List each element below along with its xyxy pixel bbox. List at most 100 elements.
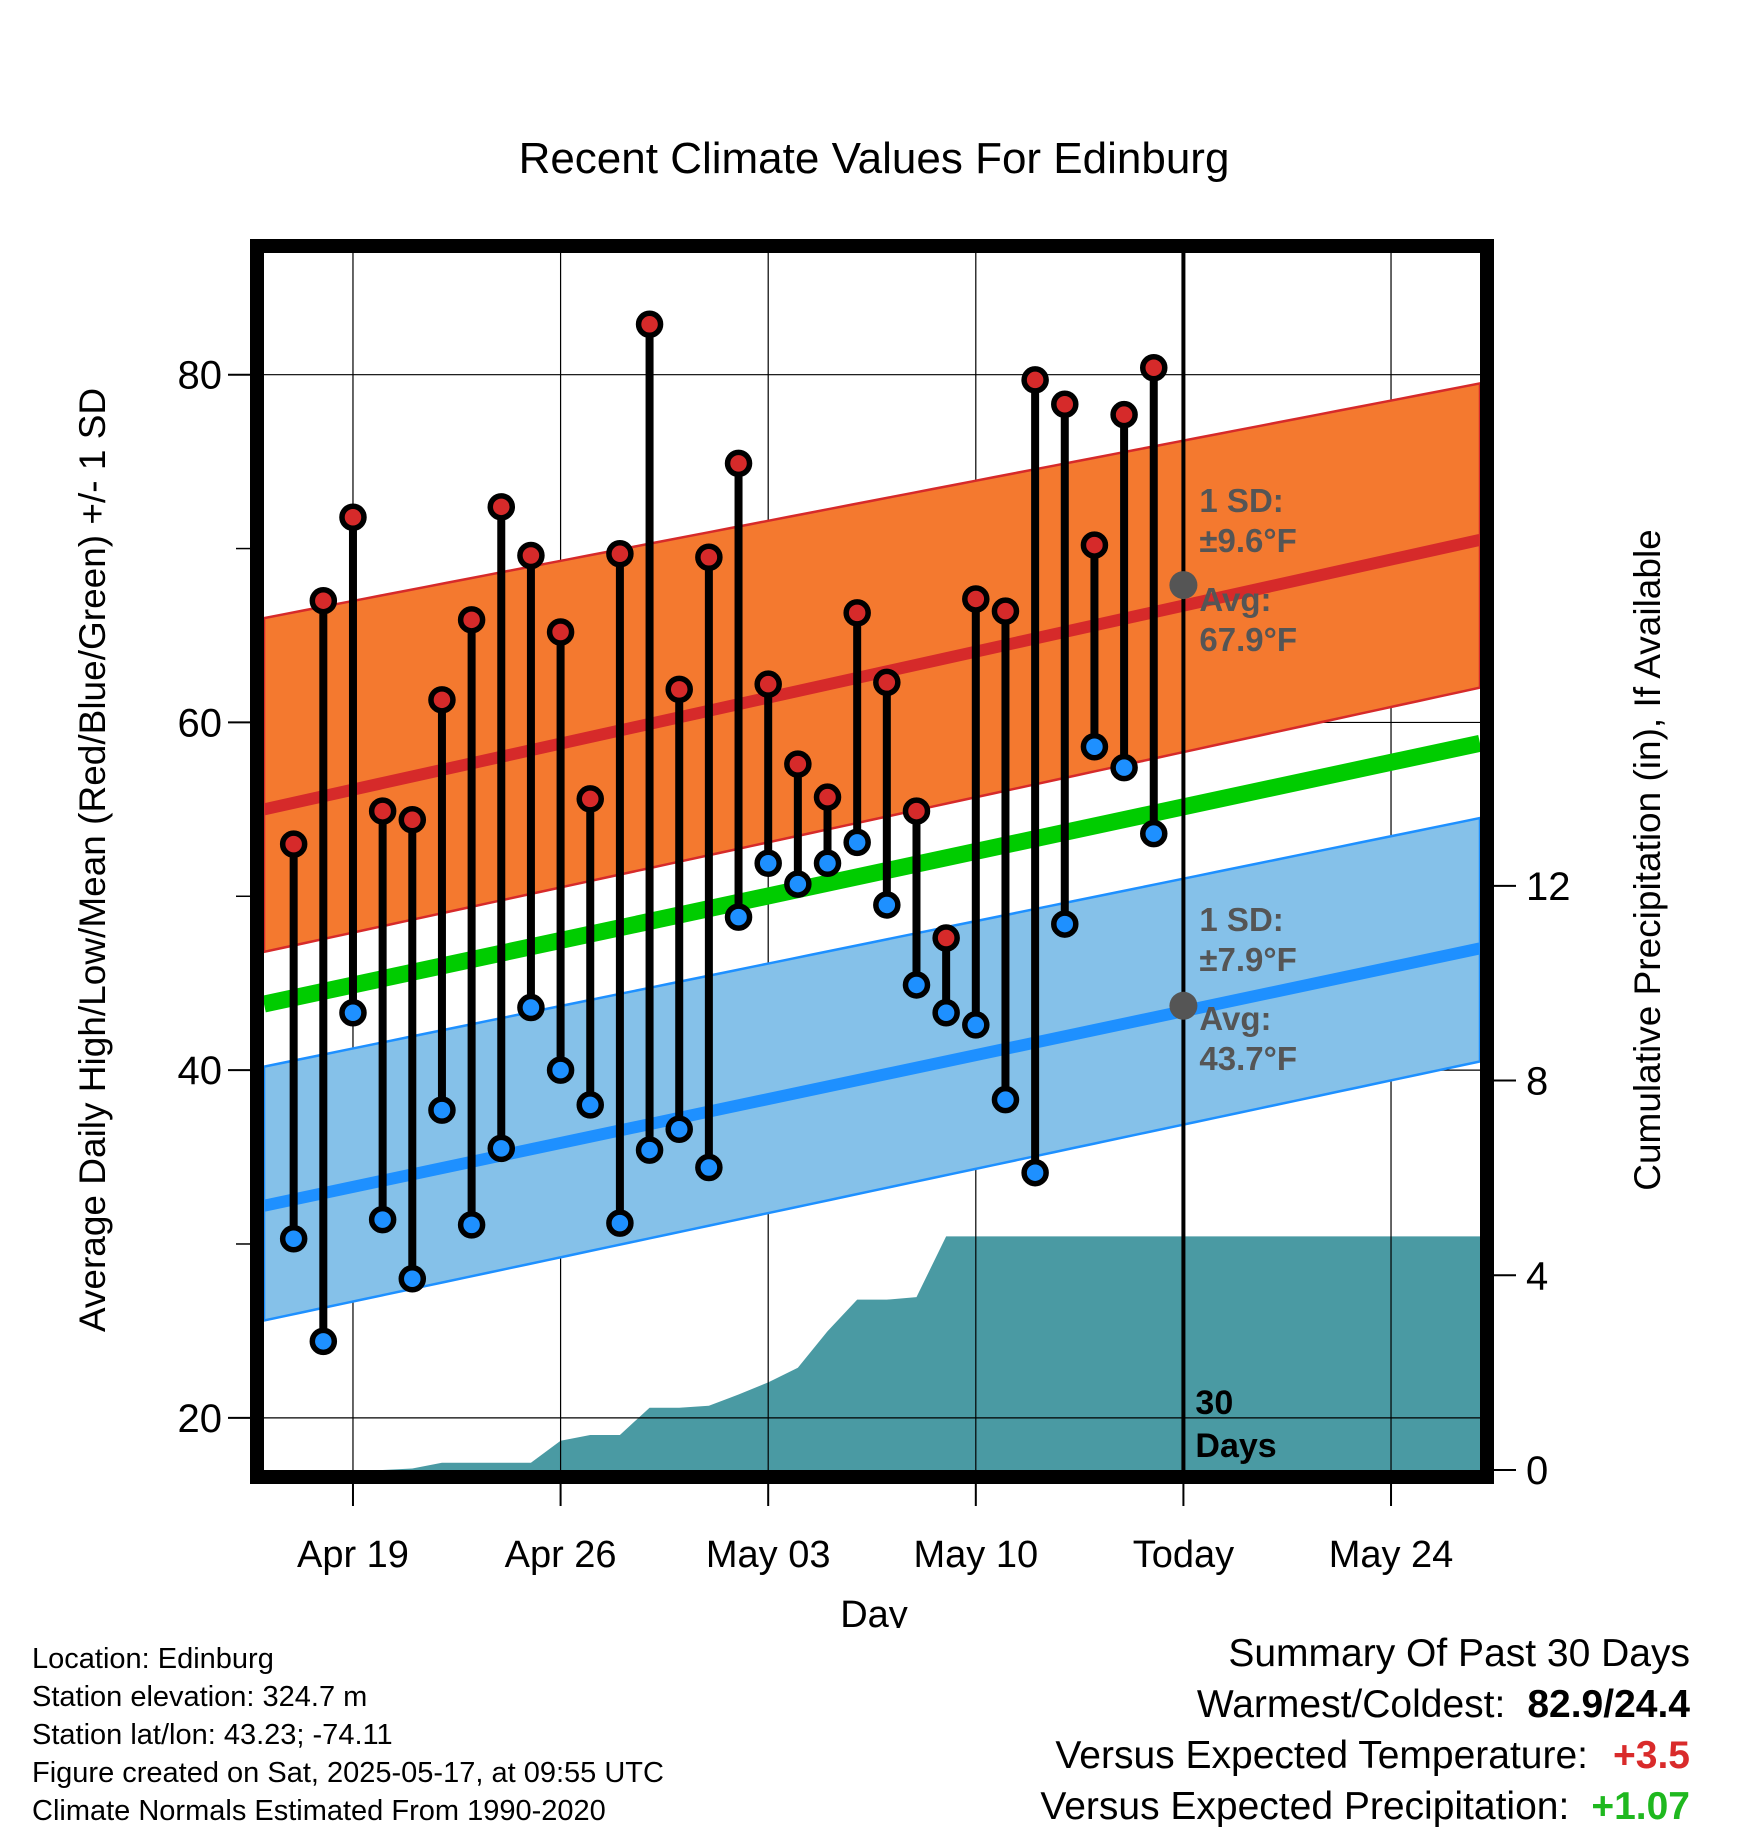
daily-low-point [1051,910,1079,938]
normal-low-line [264,942,1480,1212]
daily-high-point [724,449,753,478]
daily-high-point [873,668,901,697]
y2-axis-label: Cumulative Precipitation (in), If Availa… [1627,529,1668,1191]
today-high-avg-marker [1169,571,1198,600]
daily-high-point [546,618,575,646]
low-avg-label: Avg: [1199,1000,1271,1037]
summary-panel: Summary Of Past 30 Days Warmest/Coldest:… [1040,1628,1690,1832]
summary-heading: Summary Of Past 30 Days [1228,1632,1690,1675]
daily-high-point [309,586,338,615]
daily-low-point [546,1056,575,1084]
daily-low-point [457,1211,486,1239]
normal-mean-line [264,734,1480,1013]
daily-low-point [517,993,545,1022]
daily-high-point [1021,366,1049,394]
daily-high-point [635,310,664,339]
daily-low-point [309,1327,338,1356]
y2-tick-label: 4 [1526,1254,1548,1298]
daily-high-point [517,541,545,570]
info-normals: Climate Normals Estimated From 1990-2020 [32,1795,606,1827]
climate-chart: Recent Climate Values For Edinburg Avera… [72,134,1668,1628]
daily-high-point [665,675,693,704]
daily-low-point [428,1096,456,1124]
daily-high-point [784,750,812,778]
x-tick-label: May 24 [1329,1534,1454,1576]
y2-tick-label: 12 [1526,865,1571,909]
y-axis-label: Average Daily High/Low/Mean (Red/Blue/Gr… [72,388,113,1332]
daily-high-point [1051,390,1079,419]
daily-low-point [1080,733,1109,761]
daily-low-point [339,999,367,1027]
days-word-label: Days [1195,1427,1276,1465]
daily-high-point [279,830,308,858]
x-tick-label: Today [1133,1534,1234,1576]
daily-low-point [1140,819,1168,848]
x-tick-label: Apr 26 [505,1534,617,1576]
daily-low-point [724,903,753,931]
summary-precip-label: Versus Expected Precipitation: [1040,1785,1570,1828]
summary-warmest-label: Warmest/Coldest: [1196,1683,1506,1726]
y-tick-label: 40 [178,1049,223,1093]
y-tick-label: 60 [178,701,223,745]
high-avg-value: 67.9°F [1199,621,1297,658]
daily-high-point [398,806,427,834]
daily-low-point [368,1205,397,1234]
precip-area [264,1236,1480,1470]
summary-precip-row: Versus Expected Precipitation: +1.07 [1040,1781,1690,1832]
x-tick-label: Apr 19 [297,1534,409,1576]
plot-frame [250,239,1494,1484]
daily-high-point [368,797,397,825]
low-avg-value: 43.7°F [1199,1040,1297,1077]
daily-high-point [754,670,782,698]
y-tick-label: 20 [178,1397,223,1441]
today-low-avg-marker [1169,991,1198,1020]
normal-high-band [264,382,1480,954]
summary-temp-value: +3.5 [1613,1734,1690,1777]
daily-low-point [635,1136,664,1164]
y2-tick-label: 0 [1526,1449,1548,1493]
high-sd-label: 1 SD: [1199,482,1283,519]
daily-high-point [339,503,367,532]
station-info: Location: Edinburg Station elevation: 32… [32,1640,664,1830]
y-tick-label: 80 [178,354,223,398]
x-axis-label: Day [840,1594,908,1628]
daily-low-point [279,1225,308,1253]
daily-high-point [962,585,990,613]
daily-high-point [932,924,960,952]
daily-low-point [754,849,782,877]
summary-temp-label: Versus Expected Temperature: [1055,1734,1588,1777]
y2-tick-label: 8 [1526,1060,1548,1104]
summary-warmest-value: 82.9/24.4 [1527,1683,1690,1726]
daily-high-point [1110,400,1138,429]
summary-precip-value: +1.07 [1591,1785,1690,1828]
info-latlon: Station lat/lon: 43.23; -74.11 [32,1719,393,1751]
daily-high-point [428,686,456,714]
daily-high-point [695,543,723,571]
summary-warmest-row: Warmest/Coldest: 82.9/24.4 [1040,1679,1690,1730]
daily-high-point [487,493,516,521]
daily-low-point [1021,1158,1049,1187]
low-sd-label: 1 SD: [1199,901,1283,938]
daily-low-point [873,891,901,919]
info-elevation: Station elevation: 324.7 m [32,1681,368,1713]
daily-low-point [487,1134,516,1163]
info-created: Figure created on Sat, 2025-05-17, at 09… [32,1757,664,1789]
daily-high-point [606,540,634,568]
daily-low-point [398,1265,427,1293]
daily-low-point [932,999,960,1027]
daily-high-point [813,783,842,811]
daily-high-point [902,797,931,825]
daily-low-point [784,870,812,898]
daily-high-point [1080,531,1109,559]
daily-low-point [962,1011,990,1039]
x-tick-label: May 10 [913,1534,1038,1576]
daily-high-point [576,785,604,813]
daily-low-point [695,1153,723,1182]
daily-low-point [1110,753,1138,782]
x-tick-label: May 03 [706,1534,831,1576]
daily-low-point [665,1115,693,1143]
high-sd-value: ±9.6°F [1199,522,1296,559]
daily-high-point [843,599,871,627]
daily-low-point [576,1091,604,1119]
days-count-label: 30 [1195,1384,1233,1422]
